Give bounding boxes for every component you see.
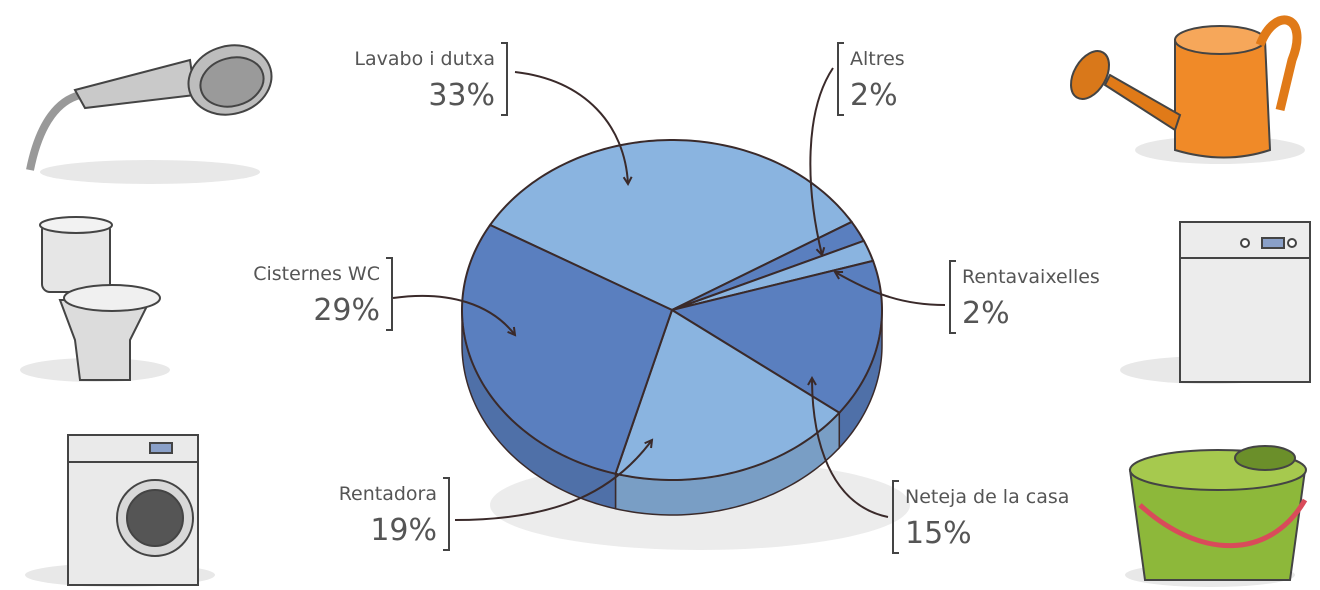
slice-value: 19% <box>370 513 437 548</box>
slice-label: Altres <box>850 48 905 70</box>
slice-value: 2% <box>850 78 898 113</box>
label-bracket <box>443 478 449 550</box>
label-bracket <box>950 261 956 333</box>
icon-bucket <box>1125 446 1306 587</box>
chart: Lavabo i dutxa 33% Altres 2% Rentavaixelles 2… <box>0 0 1320 590</box>
slice-value: 33% <box>428 78 495 113</box>
icon-washing-machine <box>25 435 215 587</box>
icon-toilet <box>20 217 170 382</box>
label-bracket <box>838 43 844 115</box>
slice-label: Cisternes WC <box>253 263 380 285</box>
slice-label: Rentadora <box>339 483 437 505</box>
slice-value: 29% <box>313 293 380 328</box>
icon-watering-can <box>1063 20 1305 164</box>
pie <box>462 140 882 515</box>
slice-label: Neteja de la casa <box>905 486 1069 508</box>
icon-shower <box>30 36 279 184</box>
slice-value: 2% <box>962 296 1010 331</box>
label-bracket <box>501 43 507 115</box>
icon-dishwasher <box>1120 222 1310 384</box>
slice-label: Lavabo i dutxa <box>354 48 495 70</box>
slice-value: 15% <box>905 516 972 551</box>
label-bracket <box>386 258 392 330</box>
slice-label: Rentavaixelles <box>962 266 1100 288</box>
